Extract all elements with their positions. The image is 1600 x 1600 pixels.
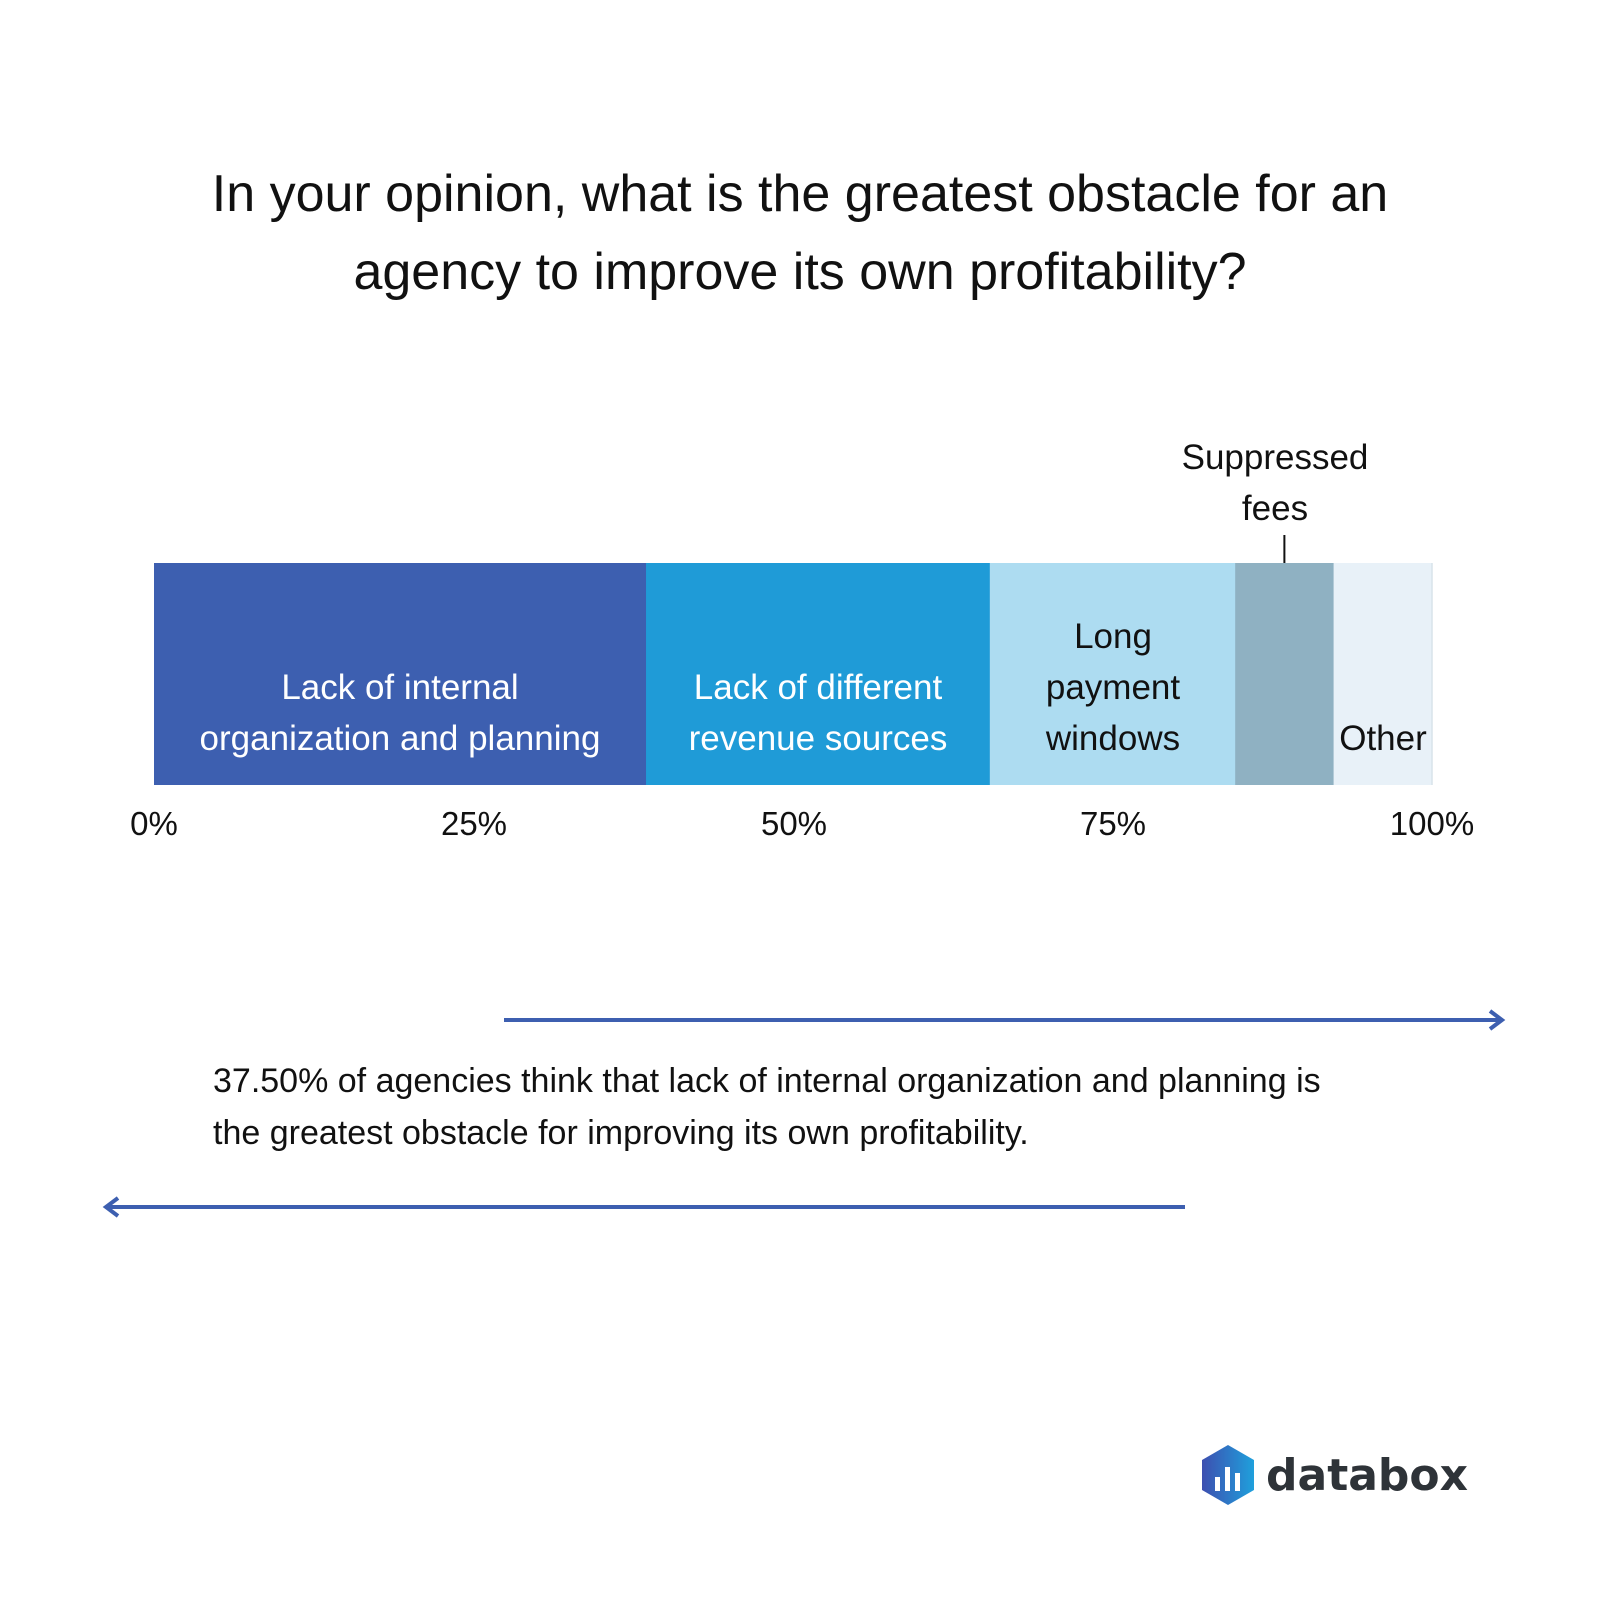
- arrow-head-left: [102, 1196, 120, 1218]
- title-line: agency to improve its own profitability?: [353, 243, 1247, 301]
- chart-title: In your opinion, what is the greatest ob…: [100, 155, 1500, 311]
- bar-segment-1: [646, 563, 991, 785]
- tick-label: 100%: [1389, 805, 1475, 842]
- logo-text: databox: [1266, 1449, 1469, 1501]
- segment-label-revenue-sources: Lack of different revenue sources: [688, 668, 948, 758]
- tick-label: 0%: [130, 805, 178, 842]
- databox-logo: databox: [1202, 1445, 1468, 1505]
- bar-segment-3: [1235, 563, 1335, 785]
- segment-label-suppressed-fees: Suppressed fees: [1181, 438, 1369, 528]
- segment-label-payment-windows: Long payment windows: [1045, 617, 1181, 758]
- tick-label: 25%: [440, 805, 508, 842]
- databox-logo-icon: [1202, 1445, 1254, 1505]
- segment-label-internal-organization: Lack of internal organization and plannin…: [199, 668, 601, 758]
- tick-label: 75%: [1079, 805, 1147, 842]
- segment-label-other: Other: [1339, 719, 1427, 758]
- bar-segment-4: [1333, 563, 1432, 785]
- summary-note: 37.50% of agencies think that lack of in…: [213, 1062, 1321, 1152]
- bar-segment-0: [154, 563, 647, 785]
- arrow-head-right: [1488, 1009, 1506, 1031]
- tick-label: 50%: [760, 805, 828, 842]
- title-line: In your opinion, what is the greatest ob…: [211, 165, 1389, 223]
- bar-segment-2: [989, 563, 1236, 785]
